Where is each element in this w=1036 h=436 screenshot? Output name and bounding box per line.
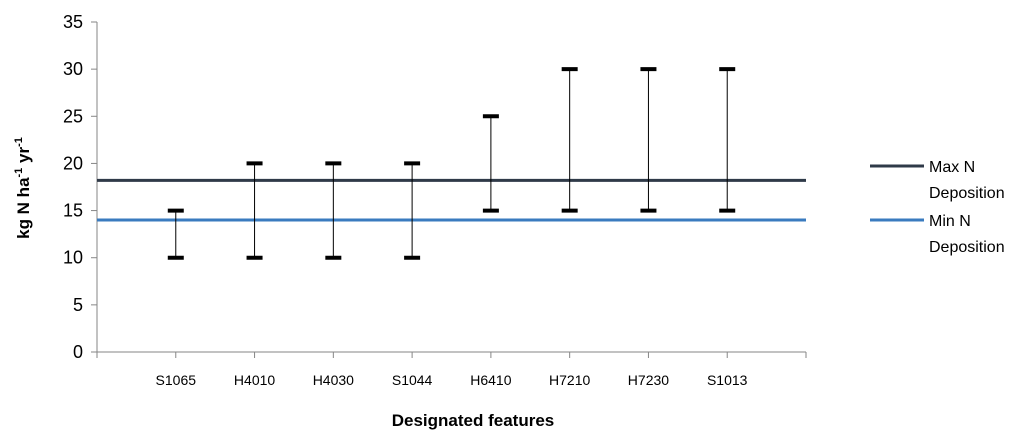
y-tick-label: 0 bbox=[73, 342, 83, 362]
y-tick-label: 15 bbox=[63, 201, 83, 221]
range-bar bbox=[246, 161, 263, 260]
legend: Max N Deposition Min N Deposition bbox=[870, 159, 1005, 256]
y-axis-title: kg N ha-1 yr-1 bbox=[13, 137, 33, 239]
x-axis: S1065 H4010 H4030 S1044 H6410 H7210 H7230 S1013 bbox=[96, 351, 807, 388]
x-tick-label: H4010 bbox=[234, 372, 275, 388]
legend-label: Deposition bbox=[929, 239, 1005, 256]
range-bar bbox=[325, 161, 342, 260]
x-tick-label: H4030 bbox=[313, 372, 354, 388]
y-tick-label: 5 bbox=[73, 295, 83, 315]
range-bar bbox=[404, 161, 421, 260]
x-axis-title: Designated features bbox=[392, 411, 555, 430]
range-bar bbox=[719, 67, 736, 213]
range-bar bbox=[640, 67, 657, 213]
x-tick-label: S1065 bbox=[156, 372, 197, 388]
reference-lines bbox=[97, 178, 806, 222]
range-bar bbox=[561, 67, 578, 213]
y-tick-label: 20 bbox=[63, 153, 83, 173]
y-tick-label: 25 bbox=[63, 106, 83, 126]
x-tick-label: S1044 bbox=[392, 372, 433, 388]
legend-label: Deposition bbox=[929, 185, 1005, 202]
range-bar bbox=[167, 208, 184, 260]
legend-item: Min N Deposition bbox=[870, 213, 1005, 256]
range-bar bbox=[482, 114, 499, 213]
range-bars bbox=[167, 67, 736, 260]
legend-item: Max N Deposition bbox=[870, 159, 1005, 202]
x-tick-label: H7230 bbox=[628, 372, 669, 388]
legend-label: Min N bbox=[929, 213, 971, 230]
y-tick-label: 10 bbox=[63, 248, 83, 268]
y-tick-label: 30 bbox=[63, 59, 83, 79]
y-axis: 0 5 10 15 20 25 30 35 bbox=[63, 12, 98, 362]
x-tick-label: H7210 bbox=[549, 372, 590, 388]
x-tick-label: H6410 bbox=[470, 372, 511, 388]
legend-label: Max N bbox=[929, 159, 975, 176]
y-tick-label: 35 bbox=[63, 12, 83, 32]
x-tick-label: S1013 bbox=[707, 372, 748, 388]
